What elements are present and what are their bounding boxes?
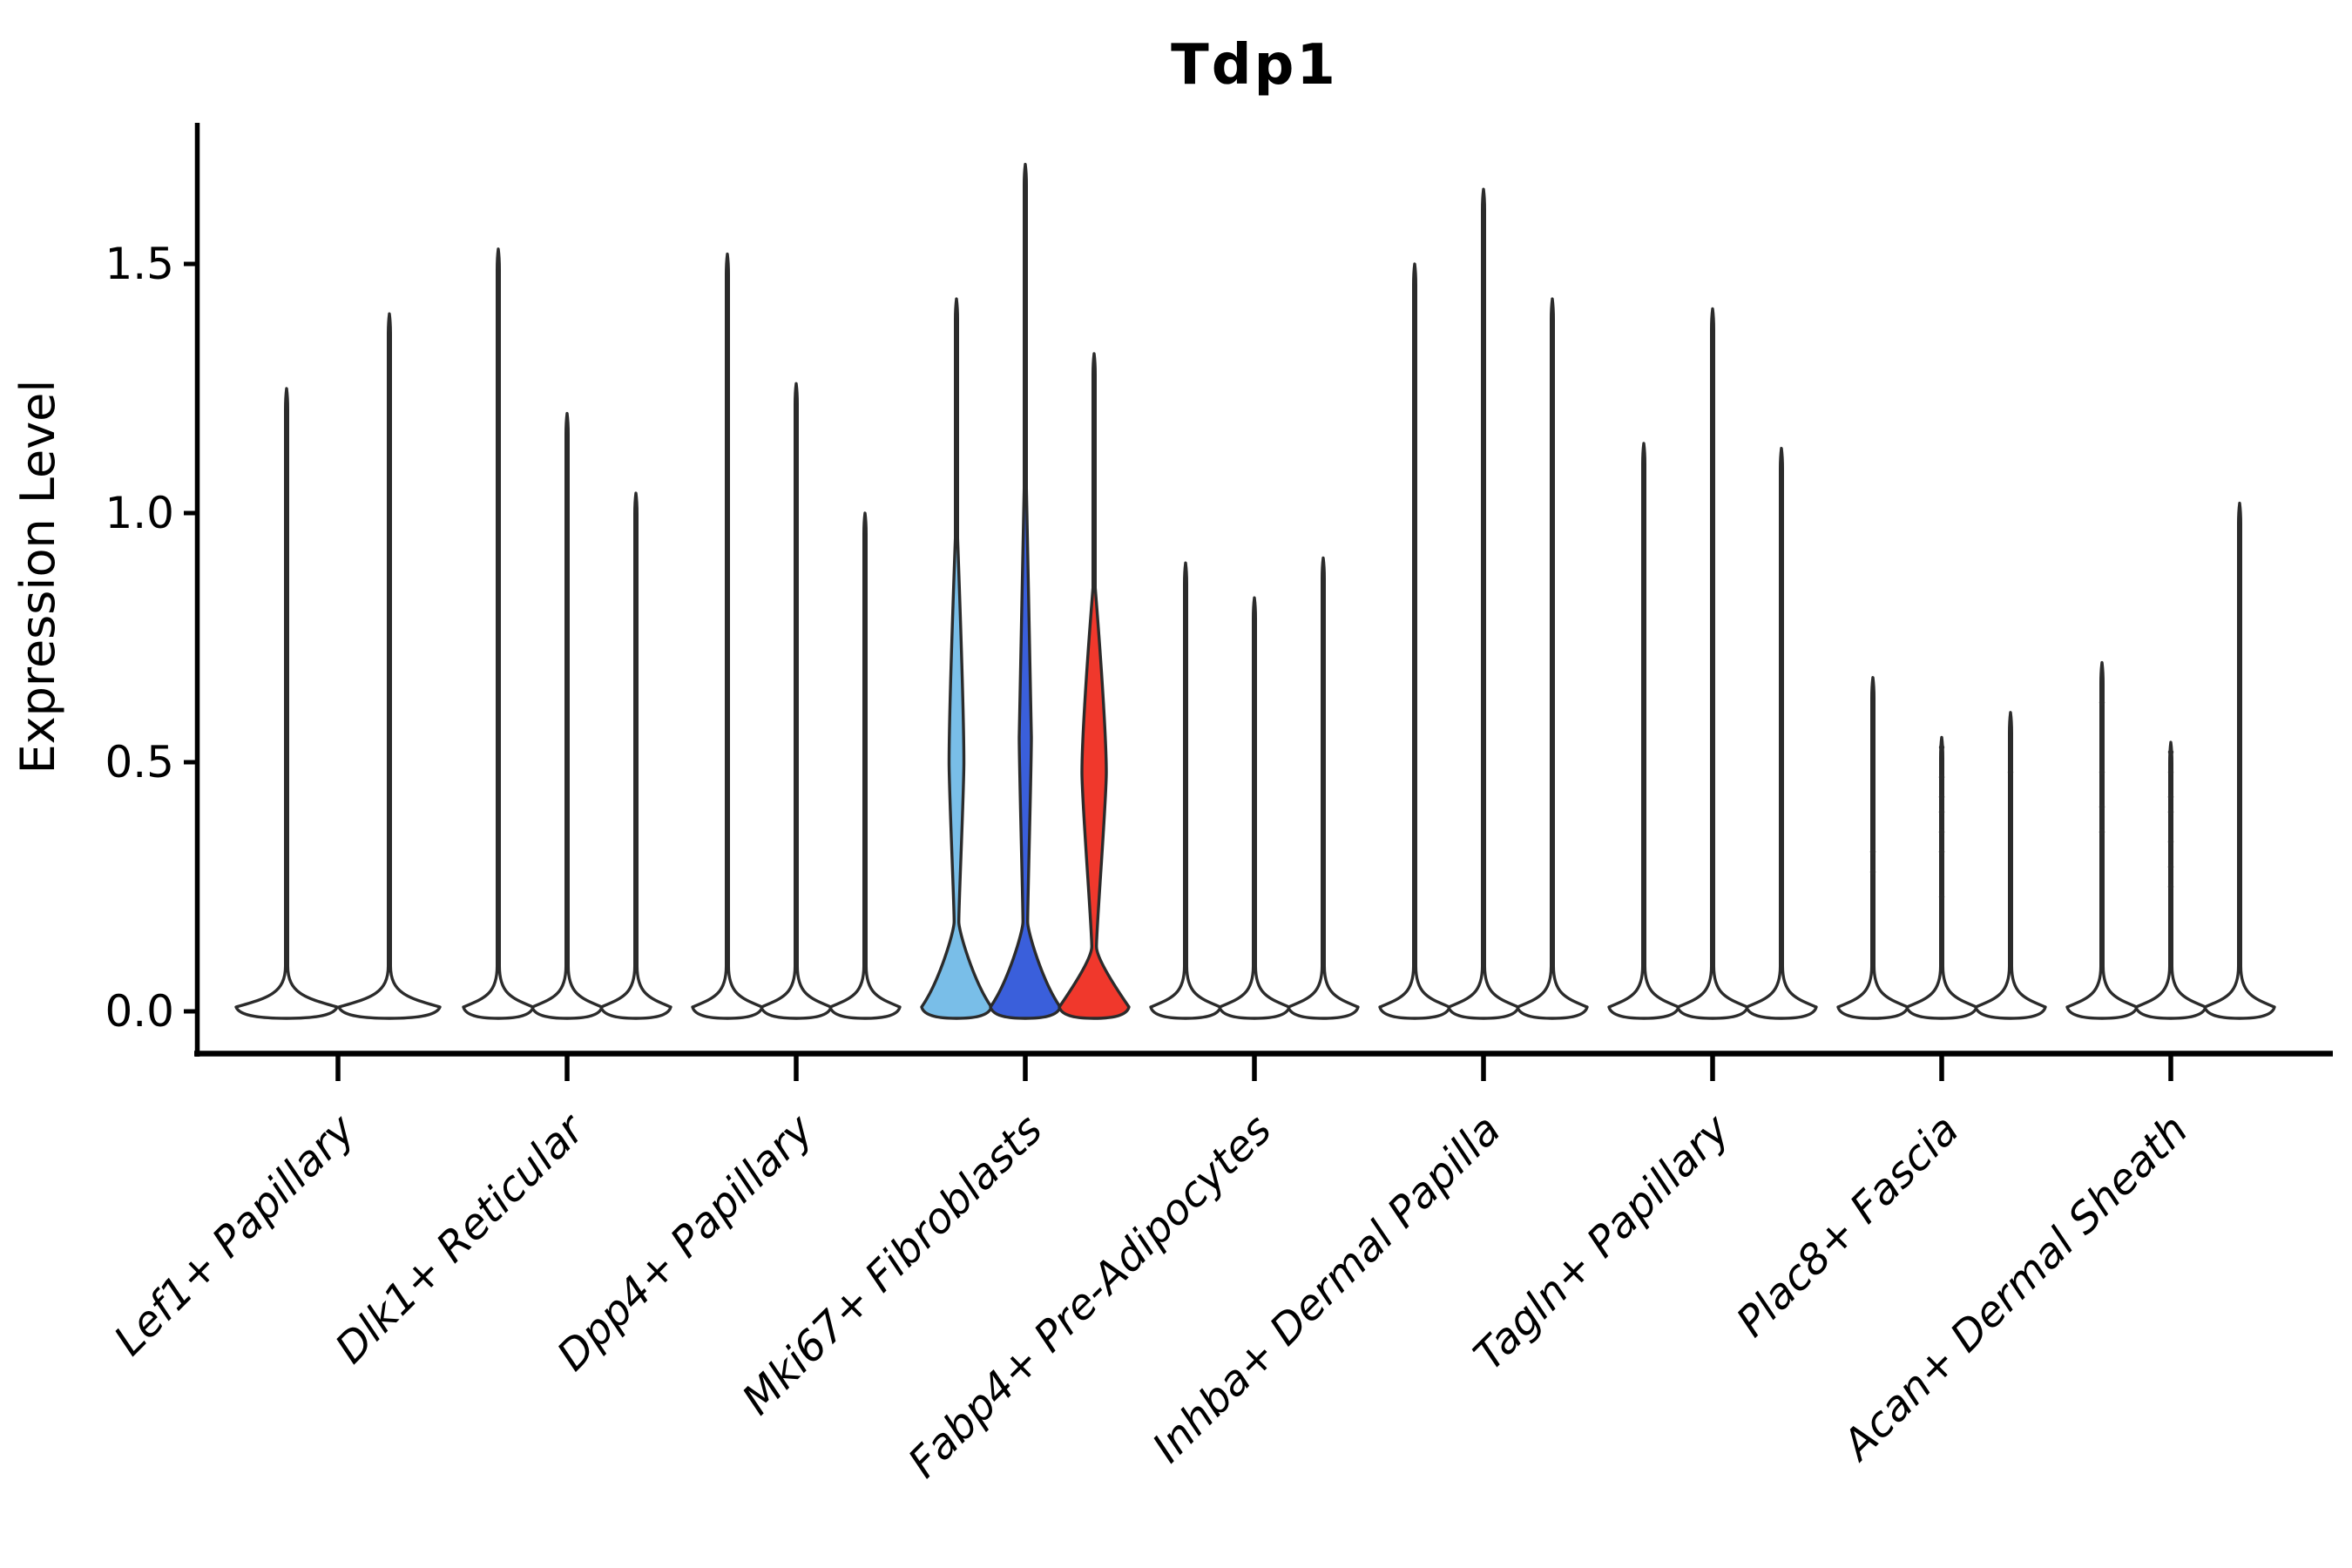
x-tick-label: Dlk1+ Reticular [326,1104,596,1374]
y-axis-title: Expression Level [10,380,65,774]
cell-point [1869,848,1876,855]
violin-shape [1836,676,1909,1020]
violin-shape [1516,297,1589,1020]
cell-point [2099,700,2105,706]
x-tick-label: Fabp4+ Pre-Adipocytes [899,1105,1281,1488]
cell-point [1938,894,1945,900]
cell-point [2167,863,2174,870]
y-tick-label: 0.5 [105,737,174,787]
violin-shape [1378,262,1451,1020]
plot-title: Tdp1 [1171,33,1338,98]
violin-shape [2065,660,2139,1020]
violin-shape [989,162,1062,1020]
cell-point [1938,774,1945,781]
violin-shape [760,382,833,1020]
violins [234,162,2276,1020]
violin-shape [2203,501,2276,1020]
violin-shape [1447,187,1520,1020]
x-tick-label: Tagln+ Papillary [1464,1105,1740,1380]
cell-point [1938,828,1945,835]
cell-point [2167,769,2174,775]
cell-point [1869,868,1876,875]
violin-shape [1676,307,1749,1020]
violin-shape [2134,740,2207,1020]
cell-point [2167,839,2174,845]
violin-shape [1218,596,1291,1020]
y-tick-label: 0.0 [105,986,174,1037]
violin-shape [1058,352,1131,1020]
cell-point [2167,809,2174,815]
violin-shape [1149,561,1222,1020]
cell-point [2167,749,2174,755]
x-tick-label: Plac8+ Fascia [1727,1105,1969,1347]
violin-shape [1287,556,1360,1020]
violin-shape [531,411,604,1020]
y-tick-label: 1.5 [105,239,174,289]
cell-point [1938,809,1945,815]
cell-point [2167,883,2174,890]
x-tick-label: Dpp4+ Papillary [548,1105,823,1380]
cell-point [2167,794,2174,801]
violin-shape [1745,446,1818,1020]
axes [184,123,2333,1081]
violin-shape [234,387,339,1020]
cell-point [2007,769,2014,775]
violin-shape [1974,711,2047,1020]
cell-point [1938,848,1945,855]
violin-shape [599,491,672,1020]
violin-shape [337,312,442,1020]
x-tick-label: Lef1+ Papillary [105,1105,365,1365]
violin-shape [1607,442,1680,1020]
cell-point [2099,769,2105,775]
cell-point [1938,794,1945,801]
violin-shape [828,511,902,1020]
violin-shape [691,252,764,1020]
y-tick-label: 1.0 [105,488,174,538]
cell-point [1938,744,1945,751]
violin-shape [462,247,535,1020]
cell-point [2099,804,2105,810]
cell-point [2099,828,2105,835]
violin-shape [920,297,993,1020]
